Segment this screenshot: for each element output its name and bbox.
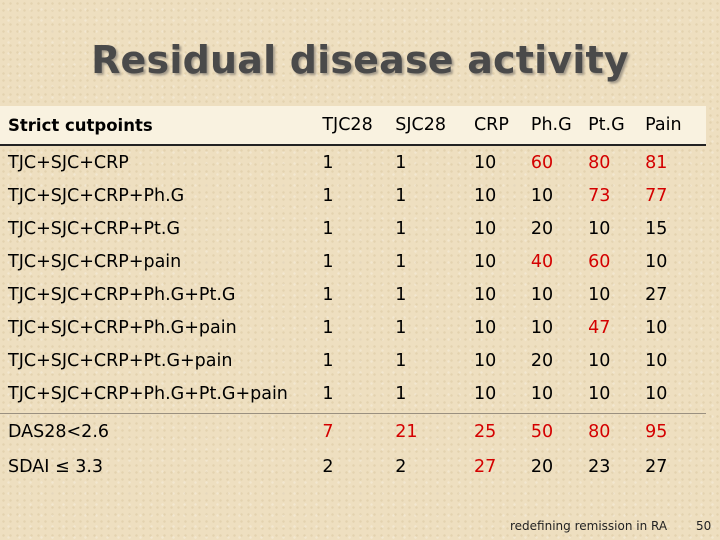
table-cell: 23 xyxy=(588,456,611,477)
table-cell: 1 xyxy=(322,218,334,239)
table-cell: 1 xyxy=(395,383,407,404)
table-cell: 1 xyxy=(322,251,334,272)
table-cell: 10 xyxy=(645,383,668,404)
table-cell: 1 xyxy=(395,218,407,239)
table-row: TJC+SJC+CRP+Pt.G 1 1 10 20 10 15 xyxy=(0,212,706,245)
table-cell: 7 xyxy=(322,421,334,442)
table-cell: 80 xyxy=(588,152,611,173)
page-number: 50 xyxy=(696,519,712,533)
table-cell: 73 xyxy=(588,185,611,206)
row-label: TJC+SJC+CRP+Ph.G+pain xyxy=(8,317,237,338)
table-row: TJC+SJC+CRP 1 1 10 60 80 81 xyxy=(0,145,706,179)
row-label: TJC+SJC+CRP xyxy=(8,152,129,173)
row-label: TJC+SJC+CRP+pain xyxy=(8,251,182,272)
header-pain: Pain xyxy=(645,106,706,146)
table-cell: 1 xyxy=(395,251,407,272)
table-cell: 10 xyxy=(645,251,668,272)
table-cell: 10 xyxy=(473,350,497,371)
table-cell: 50 xyxy=(530,421,554,442)
table-cell: 2 xyxy=(322,456,334,477)
table-cell: 60 xyxy=(588,251,611,272)
table-header-row: Strict cutpoints TJC28 SJC28 CRP Ph.G Pt… xyxy=(0,106,706,146)
table-cell: 10 xyxy=(473,317,497,338)
residual-disease-table: Strict cutpoints TJC28 SJC28 CRP Ph.G Pt… xyxy=(0,106,706,484)
table-cell: 10 xyxy=(530,317,554,338)
table-cell: 10 xyxy=(473,218,497,239)
table-row: TJC+SJC+CRP+pain 1 1 10 40 60 10 xyxy=(0,245,706,278)
table-cell: 1 xyxy=(322,185,334,206)
table-divider xyxy=(0,410,706,414)
table-cell: 60 xyxy=(530,152,554,173)
table-row: DAS28<2.6 7 21 25 50 80 95 xyxy=(0,414,706,450)
table-cell: 21 xyxy=(395,421,418,442)
header-sjc28: SJC28 xyxy=(395,106,474,146)
table-cell: 47 xyxy=(588,317,611,338)
row-label: TJC+SJC+CRP+Ph.G xyxy=(8,185,185,206)
table-row: SDAI ≤ 3.3 2 2 27 20 23 27 xyxy=(0,449,706,484)
table-cell: 10 xyxy=(530,284,554,305)
table-cell: 25 xyxy=(473,421,497,442)
footer-text: redefining remission in RA xyxy=(510,519,668,533)
table-cell: 10 xyxy=(645,317,668,338)
table-row: TJC+SJC+CRP+Ph.G+pain 1 1 10 10 47 10 xyxy=(0,311,706,344)
summary-body: DAS28<2.6 7 21 25 50 80 95 SDAI ≤ 3.3 2 2 27 20 23 27 xyxy=(0,414,706,485)
table-cell: 80 xyxy=(588,421,611,442)
table-cell: 20 xyxy=(530,218,554,239)
table-cell: 10 xyxy=(473,383,497,404)
table-cell: 27 xyxy=(645,284,668,305)
table-cell: 1 xyxy=(322,383,334,404)
table-cell: 10 xyxy=(530,383,554,404)
table-cell: 1 xyxy=(322,284,334,305)
row-label: TJC+SJC+CRP+Pt.G xyxy=(8,218,181,239)
table-cell: 27 xyxy=(645,456,668,477)
table-cell: 1 xyxy=(395,284,407,305)
table-cell: 1 xyxy=(395,185,407,206)
table-cell: 1 xyxy=(395,350,407,371)
table-cell: 10 xyxy=(588,218,611,239)
table-cell: 10 xyxy=(473,284,497,305)
table-cell: 1 xyxy=(395,152,407,173)
header-strict-cutpoints: Strict cutpoints xyxy=(0,106,323,146)
table-row: TJC+SJC+CRP+Ph.G+Pt.G+pain 1 1 10 10 10 10 xyxy=(0,377,706,410)
table-cell: 10 xyxy=(473,152,497,173)
header-tjc28: TJC28 xyxy=(322,106,396,146)
table-cell: 20 xyxy=(530,456,554,477)
table-cell: 81 xyxy=(645,152,668,173)
table-row: TJC+SJC+CRP+Pt.G+pain 1 1 10 20 10 10 xyxy=(0,344,706,377)
table-cell: 27 xyxy=(473,456,497,477)
table-cell: 20 xyxy=(530,350,554,371)
table-cell: 15 xyxy=(645,218,668,239)
table-cell: 10 xyxy=(473,185,497,206)
table-cell: 2 xyxy=(395,456,407,477)
table-cell: 10 xyxy=(645,350,668,371)
table-cell: 95 xyxy=(645,421,668,442)
header-phg: Ph.G xyxy=(530,106,589,146)
row-label: TJC+SJC+CRP+Ph.G+Pt.G+pain xyxy=(8,383,288,404)
table-cell: 10 xyxy=(588,350,611,371)
table-cell: 1 xyxy=(322,350,334,371)
table-row: TJC+SJC+CRP+Ph.G+Pt.G 1 1 10 10 10 27 xyxy=(0,278,706,311)
row-label: SDAI ≤ 3.3 xyxy=(8,456,104,477)
table-row: TJC+SJC+CRP+Ph.G 1 1 10 10 73 77 xyxy=(0,179,706,212)
table-cell: 10 xyxy=(473,251,497,272)
header-crp: CRP xyxy=(473,106,531,146)
table-cell: 10 xyxy=(588,383,611,404)
row-label: TJC+SJC+CRP+Pt.G+pain xyxy=(8,350,233,371)
table-cell: 40 xyxy=(530,251,554,272)
table-cell: 1 xyxy=(395,317,407,338)
table-cell: 1 xyxy=(322,152,334,173)
row-label: DAS28<2.6 xyxy=(8,421,110,442)
table-cell: 77 xyxy=(645,185,668,206)
table-cell: 10 xyxy=(530,185,554,206)
table-body: TJC+SJC+CRP 1 1 10 60 80 81 TJC+SJC+CRP+Ph.G 1 1 1… xyxy=(0,145,706,410)
header-ptg: Pt.G xyxy=(588,106,646,146)
table-cell: 1 xyxy=(322,317,334,338)
slide-title: Residual disease activity xyxy=(91,38,629,82)
table-cell: 10 xyxy=(588,284,611,305)
row-label: TJC+SJC+CRP+Ph.G+Pt.G xyxy=(8,284,236,305)
